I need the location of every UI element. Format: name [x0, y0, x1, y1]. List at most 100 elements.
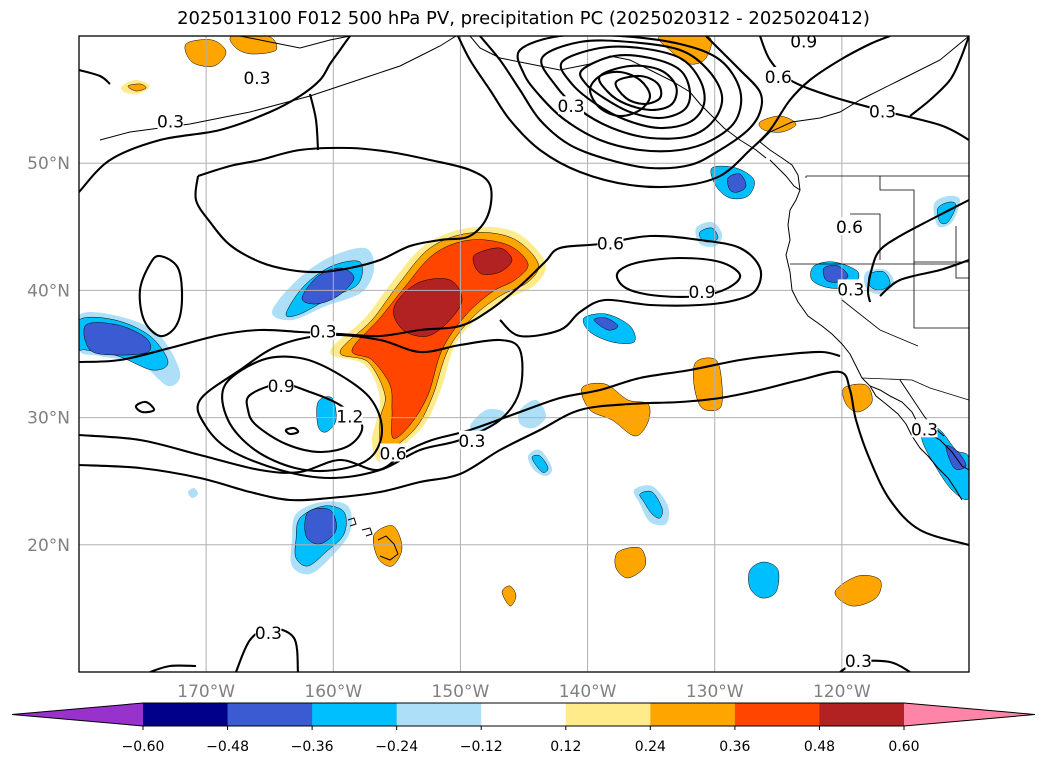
pv-contour-line: [284, 426, 300, 436]
pv-contour-line: [879, 259, 969, 297]
border-line: [861, 377, 969, 401]
precip-region: [920, 423, 969, 501]
precip-region: [393, 278, 463, 337]
pv-contour-line: [79, 350, 841, 474]
precip-region: [614, 546, 646, 579]
precip-region: [868, 271, 891, 291]
pv-contour-label-bg: [836, 217, 863, 236]
pv-contour-label: 0.3: [458, 432, 485, 452]
pv-contour-label: 0.3: [837, 280, 864, 300]
pv-contour-label-bg: [255, 622, 282, 641]
pv-contour-label: 0.6: [765, 68, 792, 88]
pv-contour-line: [79, 36, 351, 193]
pv-contour-label-bg: [765, 66, 792, 85]
colorbar-segment: [227, 703, 313, 726]
pv-contour-label-bg: [597, 233, 624, 252]
pv-contour-labels: 0.3 0.3 0.3 0.9 1.2 0.6 0.3 0.6 0.9 0.3 0.6 0.9 0.3 0…: [157, 32, 938, 672]
pv-contour-label-bg: [458, 430, 485, 449]
border-line: [913, 262, 969, 329]
precip-region: [184, 39, 227, 67]
pv-contour-label-bg: [244, 68, 270, 87]
pv-contour-label: 0.9: [790, 32, 817, 52]
pv-contour-line: [457, 36, 891, 188]
colorbar-tick-label: −0.60: [122, 739, 165, 755]
map-background: [79, 36, 969, 672]
latitude-tick-labels: 20°N 30°N 40°N 50°N: [27, 154, 70, 556]
pv-contour-line: [579, 54, 692, 120]
border-line: [879, 176, 969, 263]
pv-contour-label-bg: [336, 406, 363, 425]
map-frame: [78, 35, 970, 673]
chart-title: 2025013100 F012 500 hPa PV, precipitatio…: [177, 8, 870, 29]
pv-contour-label-bg: [869, 101, 896, 120]
precip-pc-fills: [79, 36, 969, 607]
pv-contour-label-bg: [911, 419, 938, 438]
pv-contour-label-bg: [157, 111, 184, 130]
coastline: [869, 385, 963, 501]
colorbar-tick-label: −0.12: [460, 739, 503, 755]
precip-region: [834, 575, 882, 607]
colorbar-tick-label: −0.24: [375, 739, 418, 755]
pv-contour-label-bg: [558, 96, 585, 115]
lat-tick-label: 30°N: [27, 409, 70, 429]
coastline: [377, 535, 399, 561]
colorbar-segment: [481, 703, 567, 726]
precip-region: [301, 267, 355, 305]
pv-contour-line: [909, 36, 969, 117]
colorbar-segment: [565, 703, 651, 726]
colorbar-tick-label: 0.12: [550, 739, 581, 755]
pv-contour-label: 0.3: [558, 97, 585, 117]
pv-contour-label: 0.6: [597, 235, 624, 255]
pv-contour-label: 0.6: [836, 218, 863, 238]
colorbar-segment: [396, 703, 482, 726]
pv-contour-label-bg: [837, 279, 864, 298]
pv-contour-line: [615, 256, 742, 298]
lat-tick-label: 20°N: [27, 536, 70, 556]
colorbar-segment: [734, 703, 820, 726]
pv-contour-line: [79, 234, 763, 364]
precip-region: [639, 490, 663, 519]
pv-contour-line: [79, 370, 969, 547]
pv-contour-label-bg: [268, 376, 295, 395]
pv-contour-line: [614, 74, 663, 106]
pv-contours: [79, 36, 969, 672]
colorbar-extend-min: [12, 703, 143, 726]
precip-region: [727, 173, 747, 193]
precip-region: [531, 454, 549, 473]
colorbar-extend-max: [904, 703, 1035, 726]
precip-region: [593, 317, 619, 331]
pv-contour-line: [221, 355, 384, 473]
coastline: [759, 36, 969, 471]
lon-tick-label: 130°W: [686, 682, 744, 702]
pv-contour-label: 0.6: [380, 444, 407, 464]
colorbar-segment: [143, 703, 229, 726]
pv-contour-line: [79, 68, 111, 85]
colorbar-segment: [312, 703, 398, 726]
pv-contour-label: 0.9: [268, 377, 295, 397]
colorbar-tick-label: 0.60: [888, 739, 919, 755]
colorbar-tick-label: −0.48: [206, 739, 249, 755]
pv-contour-label: 0.9: [688, 283, 715, 303]
colorbar-tick-label: 0.24: [635, 739, 666, 755]
coastline: [347, 517, 357, 527]
pv-contour-line: [245, 382, 364, 454]
pv-contour-label-bg: [845, 650, 872, 669]
coastline: [469, 36, 767, 159]
colorbar: −0.60 −0.48 −0.36 −0.24 −0.12 0.12 0.24 0.36 0.4…: [11, 702, 1036, 755]
border-line: [955, 226, 969, 279]
pv-contour-label: 0.3: [157, 112, 184, 132]
coastline: [361, 527, 373, 537]
lon-tick-label: 140°W: [559, 682, 617, 702]
coastline: [239, 36, 351, 49]
pv-contour-label-bg: [689, 281, 715, 300]
pv-contour-line: [308, 93, 320, 151]
pv-contour-line: [598, 64, 678, 112]
pv-contour-label-bg: [310, 321, 337, 340]
lon-tick-label: 170°W: [177, 682, 235, 702]
lon-tick-label: 150°W: [432, 682, 490, 702]
pv-contour-label: 0.3: [310, 322, 337, 342]
pv-contour-line: [559, 45, 706, 130]
pv-contour-line: [138, 254, 184, 338]
colorbar-tick-label: −0.36: [291, 739, 334, 755]
precip-region: [304, 507, 337, 545]
